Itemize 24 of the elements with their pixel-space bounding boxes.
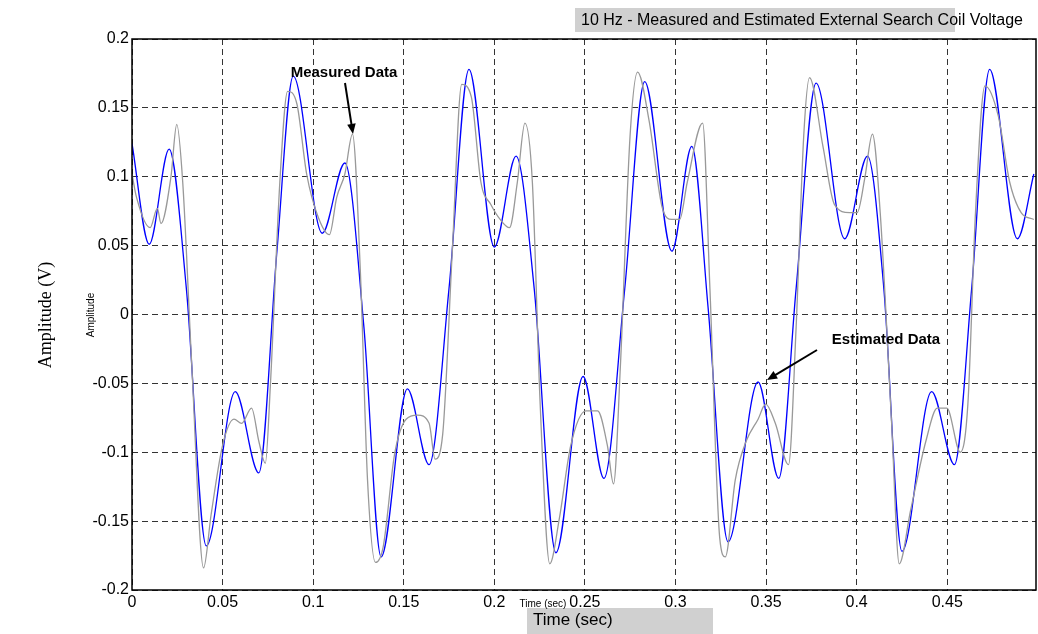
x-tick-label: 0.45 <box>931 593 963 611</box>
y-tick-label: -0.15 <box>92 511 130 529</box>
y-tick-label: 0.2 <box>106 29 130 47</box>
text: Amplitude <box>84 292 96 338</box>
x-tick-label: 0.2 <box>483 593 506 611</box>
y-tick-label: 0.15 <box>97 98 130 116</box>
x-tick-label: 0.35 <box>750 593 782 611</box>
x-axis-title: Time (sec) <box>533 610 613 629</box>
text: Time (sec) <box>519 597 567 609</box>
y-tick-label: 0.1 <box>106 167 130 185</box>
y-tick-label: 0.05 <box>97 236 130 254</box>
x-tick-label: 0.4 <box>845 593 868 611</box>
chart-title: 10 Hz - Measured and Estimated External Search Coil Voltage <box>580 10 1024 30</box>
y-tick-label: 0 <box>120 304 130 322</box>
x-tick-label: 0.15 <box>388 593 420 611</box>
y-tick-label: -0.05 <box>92 373 130 391</box>
x-tick-label: 0.3 <box>664 593 687 611</box>
y-tick-label: -0.1 <box>101 442 130 460</box>
x-tick-label: 0.25 <box>569 593 601 611</box>
annotation: Estimated Data <box>831 329 941 347</box>
y-axis-title: Amplitude (V) <box>34 261 56 369</box>
x-tick-label: 0.05 <box>207 593 239 611</box>
x-tick-label: 0.1 <box>302 593 325 611</box>
annotation: Measured Data <box>290 62 398 80</box>
